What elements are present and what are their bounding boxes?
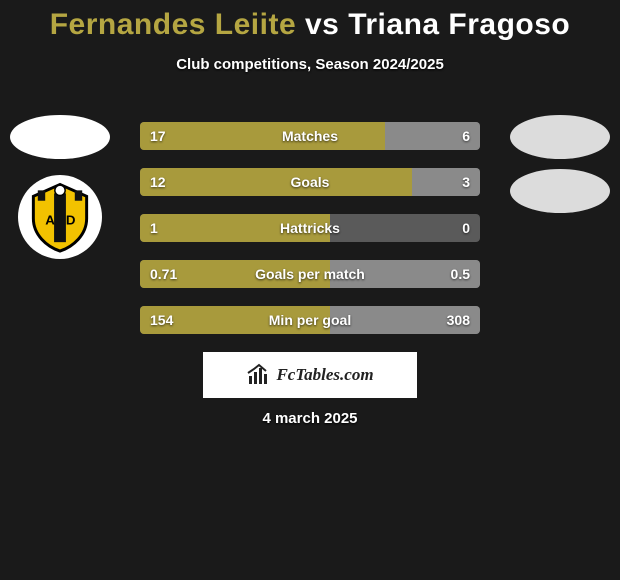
player2-portrait-placeholder [510,115,610,159]
stat-row: 176Matches [140,122,480,150]
page-title: Fernandes Leiite vs Triana Fragoso [0,0,620,42]
title-player2: Triana Fragoso [348,8,570,41]
stat-row: 123Goals [140,168,480,196]
stat-label: Hattricks [140,214,480,242]
stat-label: Goals per match [140,260,480,288]
svg-text:D: D [66,212,76,227]
title-vs: vs [305,8,339,41]
stats-bars: 176Matches 123Goals 10Hattricks 0.710.5Goal… [140,122,480,334]
comparison-card: Fernandes Leiite vs Triana Fragoso Club … [0,0,620,580]
stat-label: Goals [140,168,480,196]
right-column [500,115,620,213]
brand-box: FcTables.com [203,352,417,398]
player1-portrait-placeholder [10,115,110,159]
bar-chart-icon [246,363,270,387]
player1-club-badge: A D [18,175,102,259]
brand-text: FcTables.com [276,365,373,385]
left-column: A D [0,115,120,259]
stat-row: 10Hattricks [140,214,480,242]
stat-row: 154308Min per goal [140,306,480,334]
title-player1: Fernandes Leiite [50,8,296,41]
stat-label: Min per goal [140,306,480,334]
svg-text:A: A [45,212,55,227]
subtitle: Club competitions, Season 2024/2025 [0,56,620,73]
shield-icon: A D [23,180,97,254]
stat-row: 0.710.5Goals per match [140,260,480,288]
date-label: 4 march 2025 [0,410,620,427]
player2-club-badge-placeholder [510,169,610,213]
stat-label: Matches [140,122,480,150]
